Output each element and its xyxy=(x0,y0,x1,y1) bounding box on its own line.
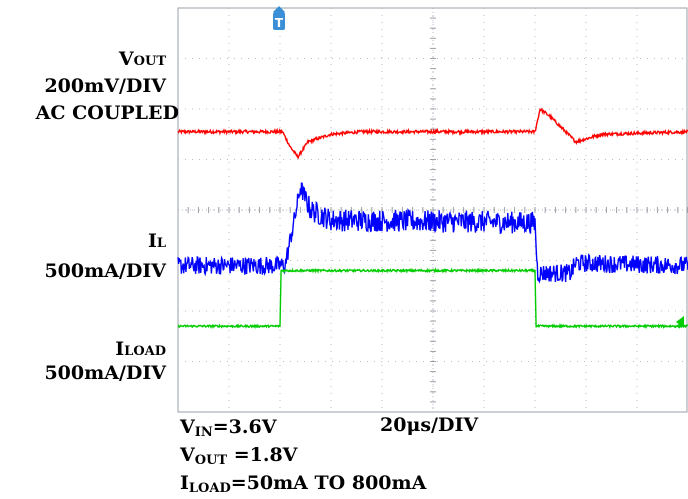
trace-vout xyxy=(177,107,688,160)
trigger-marker: T xyxy=(273,6,285,30)
iload-condition: ILOAD=50mA TO 800mA xyxy=(180,472,427,496)
trace-iload xyxy=(177,267,688,330)
vout-scale-label: 200mV/DIV xyxy=(44,75,166,97)
vout-channel-label: VOUT xyxy=(118,48,166,70)
iload-channel-label: ILOAD xyxy=(115,338,166,360)
ground-ref-arrow xyxy=(676,316,684,328)
il-channel-label: IL xyxy=(147,230,166,252)
iload-scale-label: 500mA/DIV xyxy=(44,362,166,384)
vout-coupling-label: AC COUPLED xyxy=(35,102,179,124)
timebase-label: 20μs/DIV xyxy=(380,414,479,436)
vout-condition: VOUT =1.8V xyxy=(180,444,298,468)
traces xyxy=(177,107,688,330)
trigger-marker-label: T xyxy=(275,16,284,30)
graticule xyxy=(177,7,688,413)
il-scale-label: 500mA/DIV xyxy=(44,260,166,282)
vin-condition: VIN=3.6V xyxy=(180,416,277,440)
trace-il xyxy=(177,182,688,284)
